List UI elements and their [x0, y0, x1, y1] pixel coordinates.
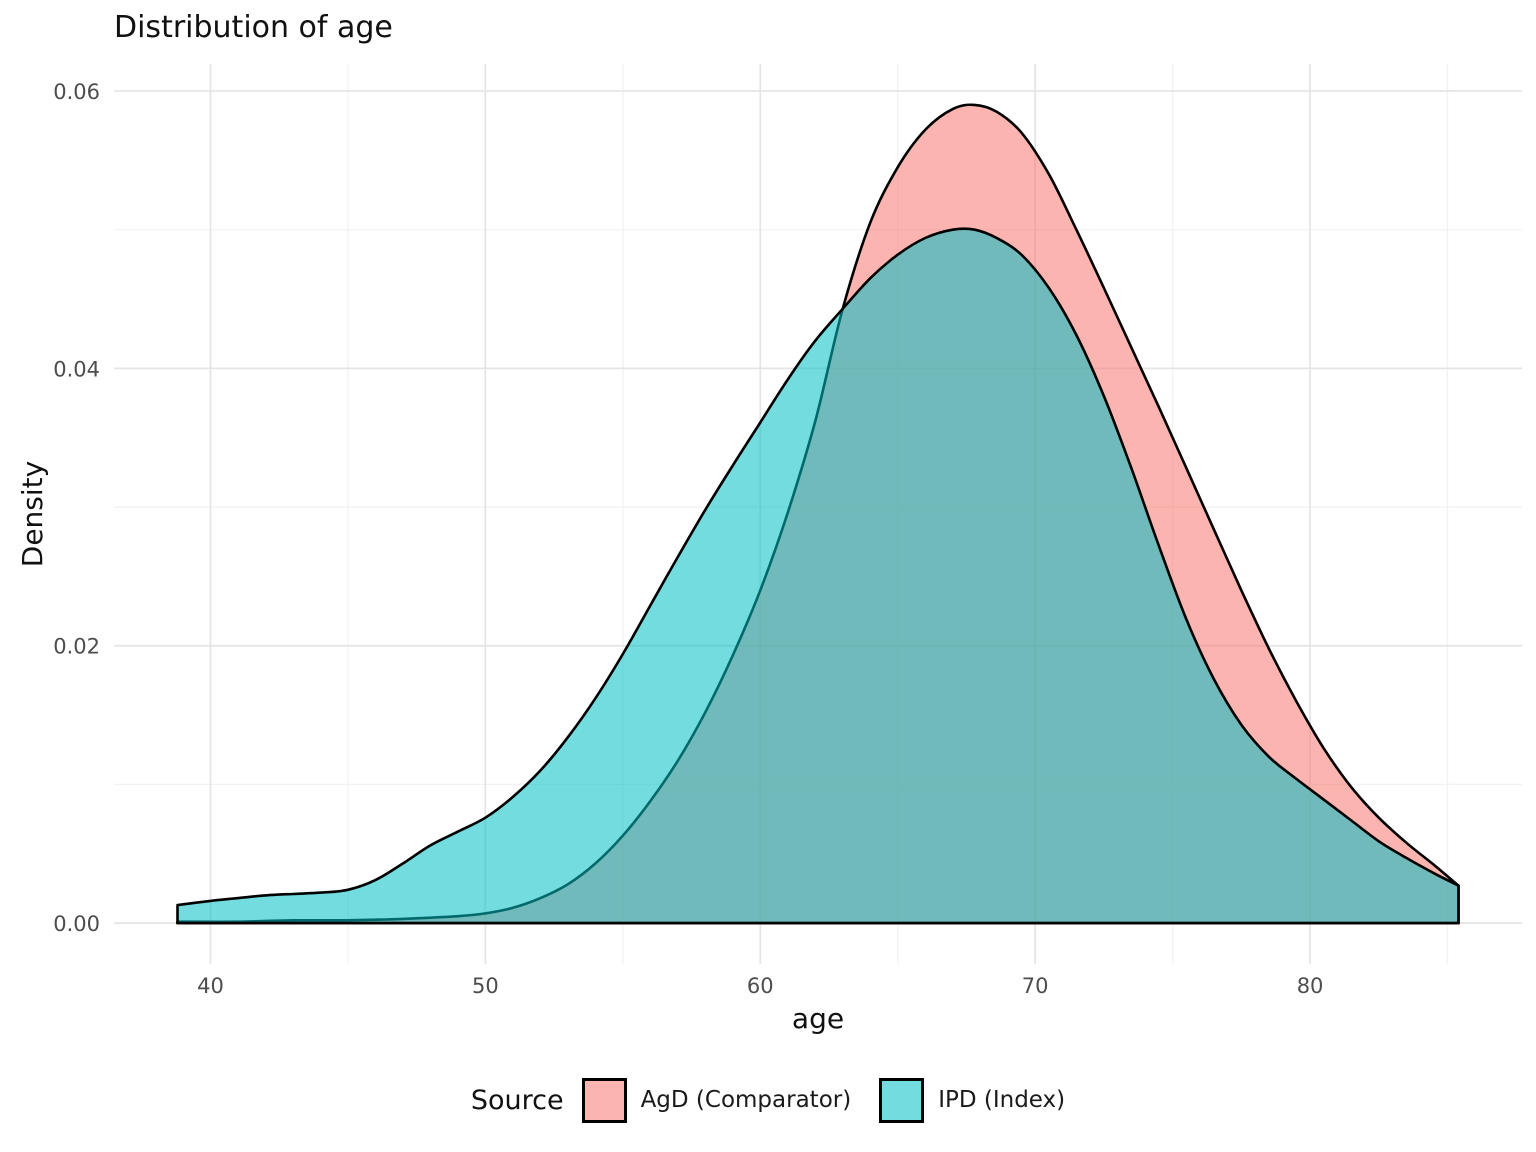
density-curve-ipd [176, 227, 1460, 925]
x-tick-label-50: 50 [472, 974, 499, 998]
y-axis-title: Density [16, 460, 49, 568]
y-tick-label-0.06: 0.06 [53, 80, 100, 104]
x-tick-label-60: 60 [747, 974, 774, 998]
legend: Source AgD (Comparator) IPD (Index) [0, 1068, 1536, 1132]
legend-swatch-ipd [879, 1077, 925, 1123]
x-tick-label-40: 40 [197, 974, 224, 998]
plot-title: Distribution of age [114, 10, 393, 45]
legend-label-agd: AgD (Comparator) [640, 1087, 852, 1113]
legend-item-ipd: IPD (Index) [879, 1077, 1066, 1123]
x-tick-label-80: 80 [1297, 974, 1324, 998]
y-tick-label-0.00: 0.00 [53, 912, 100, 936]
legend-title: Source [470, 1084, 564, 1116]
legend-swatch-agd [581, 1077, 627, 1123]
x-tick-label-70: 70 [1022, 974, 1049, 998]
legend-item-agd: AgD (Comparator) [581, 1077, 852, 1123]
y-tick-label-0.02: 0.02 [53, 635, 100, 659]
x-axis-title: age [791, 1002, 845, 1035]
y-tick-label-0.04: 0.04 [53, 357, 100, 381]
legend-label-ipd: IPD (Index) [938, 1087, 1066, 1113]
